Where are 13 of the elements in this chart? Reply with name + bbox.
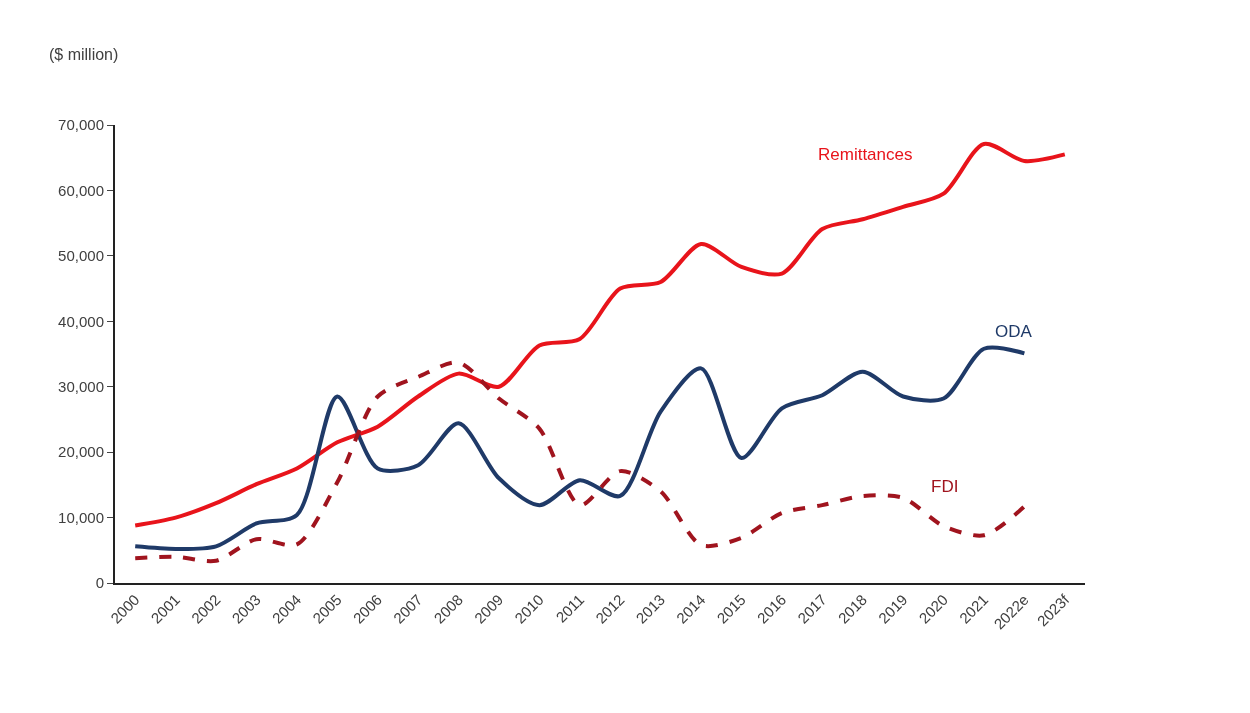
series-label: ODA — [995, 322, 1033, 341]
y-tick-label: 40,000 — [58, 312, 104, 330]
y-tick-label: 20,000 — [58, 443, 104, 461]
y-tick-label: 70,000 — [58, 116, 104, 134]
line-series — [133, 141, 1067, 528]
y-tick-label: 10,000 — [58, 508, 104, 526]
series-label: FDI — [931, 477, 959, 496]
text: Remittances — [818, 145, 913, 164]
y-tick-label: 60,000 — [58, 181, 104, 199]
y-tick-label: 0 — [95, 574, 104, 592]
y-tick-label: 50,000 — [58, 247, 104, 265]
y-tick-label: 30,000 — [58, 377, 104, 395]
y-axis-title: ($ million) — [49, 46, 119, 63]
